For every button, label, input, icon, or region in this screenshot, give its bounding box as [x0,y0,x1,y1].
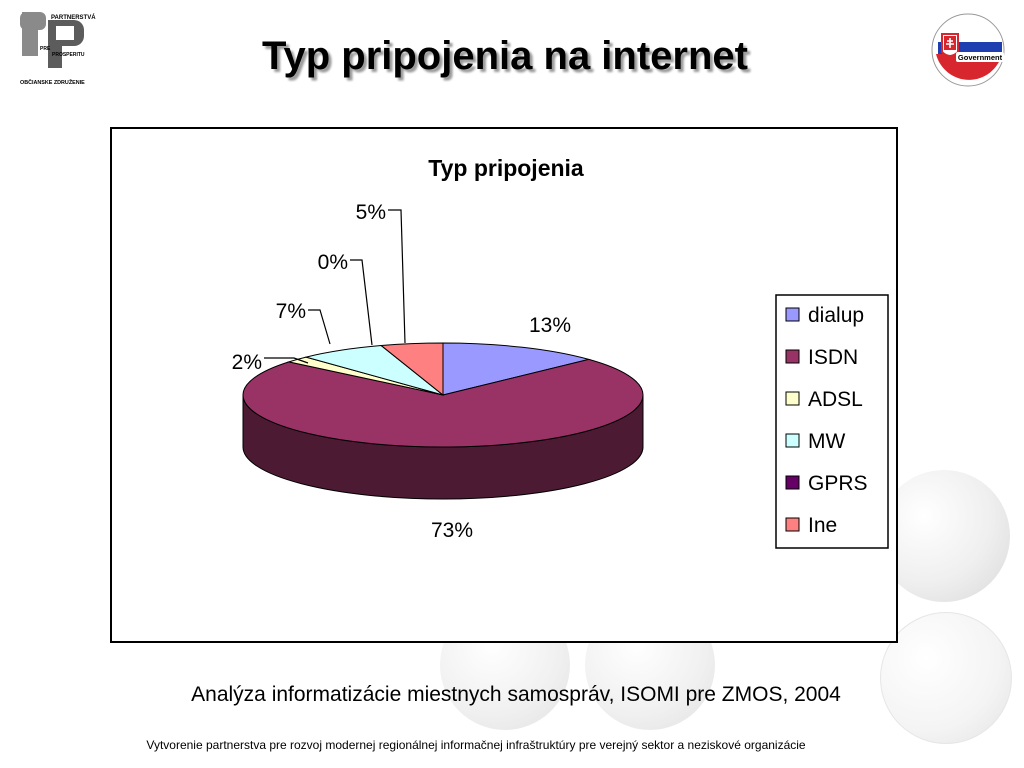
data-label-ine: 5% [356,201,386,224]
logo-text-line4: OBČIANSKE ZDRUŽENIE [20,78,85,86]
leader-line-ine [388,209,406,344]
data-label-mw: 7% [276,300,306,323]
legend-label-gprs: GPRS [808,472,868,495]
leader-line-gprs [350,259,373,346]
decorative-circle [878,470,1010,602]
legend-swatch-isdn [785,349,800,364]
government-logo-text: Government [958,53,1003,62]
logo-text-line3: PROSPERITU [52,52,85,58]
pie-chart: Typ pripojenia 13% 73% 2% 7% 0% 5% dialup ISDN AD… [232,155,889,549]
pie-slice-isdn [242,358,644,448]
pie-slice-dialup [442,342,591,396]
legend-label-ine: Ine [808,514,837,537]
decorative-circle [880,612,1012,744]
legend-label-mw: MW [808,430,845,453]
source-caption: Analýza informatizácie miestnych samospr… [191,683,841,706]
data-label-isdn: 73% [431,519,473,542]
data-label-adsl: 2% [232,351,262,374]
pie-top [242,342,644,448]
leader-line-mw [308,309,331,345]
logo-text-line2: PRE [40,46,51,52]
partnerstva-logo: PARTNERSTVÁ PRE PROSPERITU OBČIANSKE ZDR… [20,12,96,86]
chart-title: Typ pripojenia [428,155,584,181]
chart-legend: dialup ISDN ADSL MW GPRS Ine [775,294,889,549]
government-logo: Government [931,13,1005,87]
footer-text: Vytvorenie partnerstva pre rozvoj modern… [146,738,806,752]
data-label-gprs: 0% [318,251,348,274]
slide-title: Typ pripojenia na internet [262,34,748,78]
legend-label-adsl: ADSL [808,388,863,411]
legend-label-dialup: dialup [808,304,864,327]
legend-swatch-ine [785,517,800,532]
pie-slice-ine [379,342,444,397]
leader-line-adsl [264,357,309,364]
legend-swatch-dialup [785,307,800,322]
chart-frame: Typ pripojenia 13% 73% 2% 7% 0% 5% dialup ISDN AD… [110,127,898,643]
legend-label-isdn: ISDN [808,346,858,369]
legend-box [775,294,889,549]
legend-swatch-gprs [785,475,800,490]
data-label-dialup: 13% [529,314,571,337]
legend-swatch-adsl [785,391,800,406]
logo-text-line1: PARTNERSTVÁ [51,14,96,21]
pie-data-labels: 13% 73% 2% 7% 0% 5% [232,201,571,542]
legend-swatch-mw [785,433,800,448]
